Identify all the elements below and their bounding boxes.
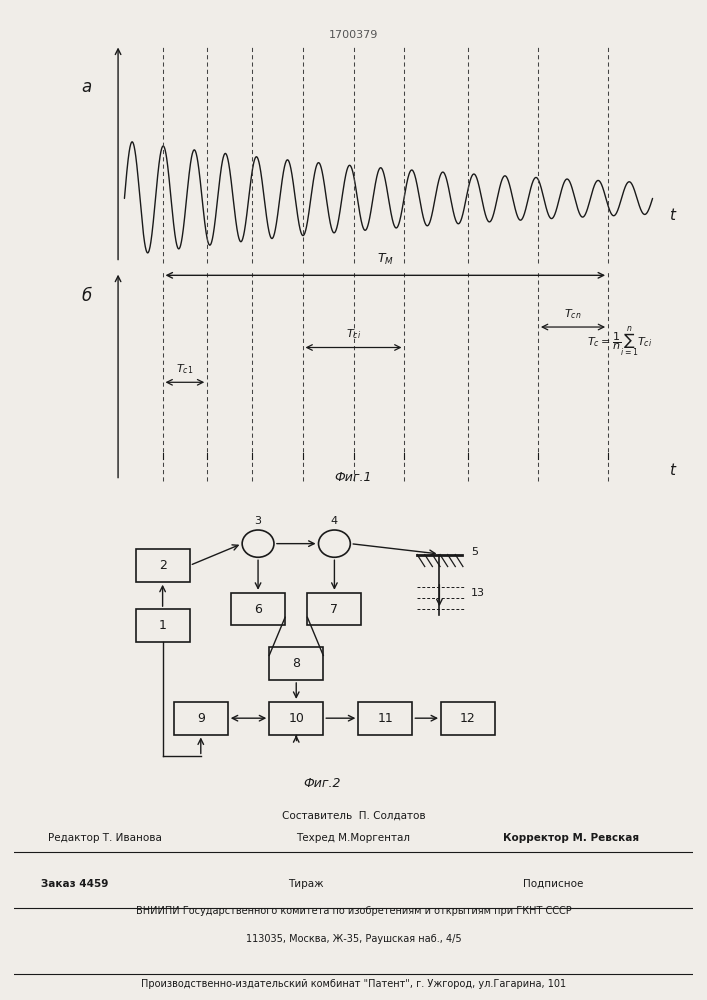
Bar [308, 593, 361, 625]
Text: 1: 1 [158, 619, 167, 632]
Text: 8: 8 [292, 657, 300, 670]
Text: $T_M$: $T_M$ [377, 252, 394, 267]
Text: Техред М.Моргентал: Техред М.Моргентал [296, 833, 411, 843]
Text: 2: 2 [158, 559, 167, 572]
Text: Составитель  П. Солдатов: Составитель П. Солдатов [281, 811, 426, 821]
Text: 12: 12 [460, 712, 476, 725]
Text: Подписное: Подписное [523, 879, 583, 889]
Text: $T_c = \dfrac{1}{n}\sum_{i=1}^{n} T_{ci}$: $T_c = \dfrac{1}{n}\sum_{i=1}^{n} T_{ci}… [588, 324, 653, 359]
Text: ВНИИПИ Государственного комитета по изобретениям и открытиям при ГКНТ СССР: ВНИИПИ Государственного комитета по изоб… [136, 906, 571, 916]
Bar [441, 702, 495, 735]
Text: 4: 4 [331, 516, 338, 526]
Bar [269, 702, 323, 735]
Text: 10: 10 [288, 712, 304, 725]
Text: 6: 6 [254, 603, 262, 616]
Text: б: б [81, 287, 91, 305]
Bar [231, 593, 285, 625]
Text: t: t [669, 463, 674, 478]
Text: 9: 9 [197, 712, 205, 725]
Text: $T_{c1}$: $T_{c1}$ [176, 362, 194, 376]
Text: 11: 11 [378, 712, 393, 725]
Text: $T_{cn}$: $T_{cn}$ [564, 307, 582, 321]
Text: Тираж: Тираж [288, 879, 324, 889]
Text: Заказ 4459: Заказ 4459 [41, 879, 109, 889]
Bar [136, 549, 189, 582]
Text: $T_{ci}$: $T_{ci}$ [346, 327, 361, 341]
Text: Фиг.1: Фиг.1 [334, 471, 373, 484]
Text: 1700379: 1700379 [329, 30, 378, 40]
Text: Фиг.2: Фиг.2 [303, 777, 341, 790]
Bar [358, 702, 412, 735]
Text: 3: 3 [255, 516, 262, 526]
Bar [269, 647, 323, 680]
Text: Производственно-издательский комбинат "Патент", г. Ужгород, ул.Гагарина, 101: Производственно-издательский комбинат "П… [141, 979, 566, 989]
Bar [174, 702, 228, 735]
Text: a: a [81, 78, 91, 96]
Text: t: t [669, 208, 674, 223]
Text: Корректор М. Ревская: Корректор М. Ревская [503, 833, 639, 843]
Text: 113035, Москва, Ж-35, Раушская наб., 4/5: 113035, Москва, Ж-35, Раушская наб., 4/5 [246, 934, 461, 944]
Text: 13: 13 [472, 588, 485, 598]
Text: 7: 7 [330, 603, 339, 616]
Bar [136, 609, 189, 642]
Text: Редактор Т. Иванова: Редактор Т. Иванова [48, 833, 162, 843]
Text: 5: 5 [472, 547, 478, 557]
